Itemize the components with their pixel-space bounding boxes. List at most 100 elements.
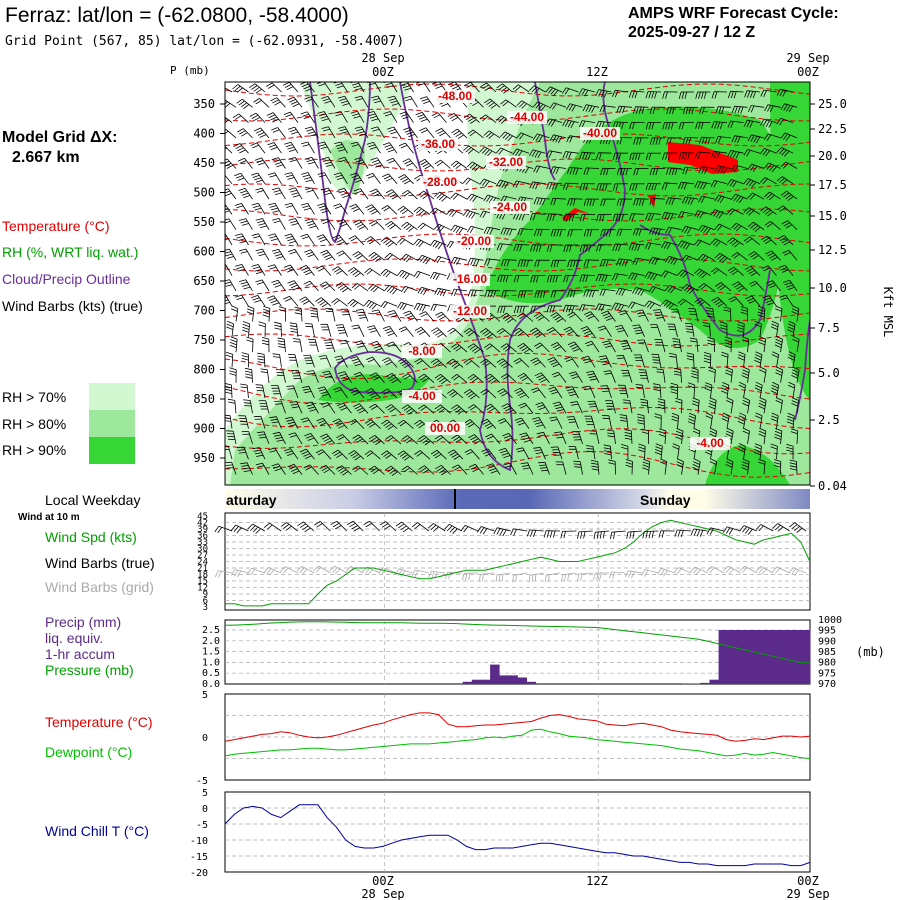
- cs-wind-barb-flag: [671, 198, 675, 205]
- grid-wind-barb-flag: [313, 565, 319, 572]
- cs-wind-barb-flag: [591, 106, 596, 113]
- cs-wind-barb: [635, 257, 649, 261]
- cs-wind-barb-flag: [300, 233, 308, 237]
- cs-wind-barb-flag: [387, 191, 395, 196]
- cs-wind-barb-flag: [534, 372, 542, 377]
- cs-wind-barb-flag: [642, 467, 650, 471]
- cs-wind-barb-flag: [240, 220, 248, 224]
- cs-wind-barb-flag: [239, 248, 247, 252]
- cs-wind-barb: [537, 133, 550, 139]
- cs-wind-barb-flag: [792, 335, 800, 340]
- grid-wind-barb-flag: [791, 568, 797, 575]
- cs-wind-barb-flag: [775, 428, 783, 432]
- cs-wind-barb-flag: [305, 282, 312, 287]
- cs-wind-barb: [354, 450, 365, 460]
- isotherm-line: [225, 158, 810, 172]
- cs-wind-barb-flag: [771, 412, 779, 417]
- cs-wind-barb-flag: [413, 303, 418, 310]
- cs-wind-barb-flag: [767, 105, 771, 112]
- cs-wind-barb: [490, 403, 501, 414]
- cs-wind-barb: [441, 465, 451, 475]
- cs-wind-barb: [305, 448, 315, 460]
- cs-wind-barb-flag: [725, 464, 733, 468]
- cs-wind-barb: [336, 298, 348, 307]
- cs-wind-barb-flag: [570, 373, 578, 377]
- cs-wind-barb: [771, 250, 781, 261]
- cs-wind-barb-flag: [218, 87, 223, 92]
- cs-wind-barb-flag: [738, 415, 746, 419]
- cs-wind-barb-flag: [782, 279, 790, 283]
- cs-wind-barb-flag: [353, 188, 361, 192]
- cs-wind-barb-flag: [665, 91, 668, 99]
- cs-wind-barb-flag: [352, 403, 360, 408]
- cs-wind-barb: [265, 400, 270, 414]
- cs-wind-barb-flag: [703, 352, 711, 355]
- cs-wind-barb-flag: [318, 420, 326, 424]
- cs-wind-barb-flag: [760, 177, 766, 183]
- cs-wind-barb-flag: [719, 196, 725, 203]
- cs-wind-barb: [486, 388, 497, 399]
- cs-wind-barb-flag: [663, 242, 669, 249]
- cs-wind-barb-flag: [285, 266, 293, 271]
- cs-wind-barb: [763, 308, 766, 322]
- cs-wind-barb-flag: [497, 388, 504, 393]
- cs-wind-barb-flag: [451, 211, 457, 218]
- cs-wind-barb-flag: [603, 168, 606, 176]
- cs-wind-barb-flag: [271, 279, 279, 283]
- cs-wind-barb: [452, 389, 464, 399]
- cs-wind-barb-flag: [504, 290, 507, 298]
- cs-wind-barb-flag: [334, 111, 342, 114]
- cs-wind-barb: [404, 357, 414, 368]
- cs-wind-barb: [406, 221, 418, 231]
- cs-wind-barb-flag: [398, 357, 405, 362]
- cs-wind-barb-flag: [453, 289, 458, 297]
- cs-wind-barb-flag: [615, 244, 619, 252]
- cs-wind-barb-flag: [599, 288, 603, 296]
- cs-wind-barb-flag: [635, 386, 644, 389]
- cs-wind-barb-flag: [402, 272, 408, 279]
- cs-wind-barb: [311, 323, 315, 337]
- cs-wind-barb-flag: [405, 408, 413, 413]
- cs-wind-barb: [321, 297, 332, 307]
- cs-wind-barb-flag: [719, 256, 726, 262]
- cs-wind-barb-flag: [600, 90, 605, 98]
- cs-wind-barb-flag: [513, 275, 517, 283]
- cs-wind-barb-flag: [225, 248, 230, 251]
- cs-wind-barb-flag: [517, 372, 525, 378]
- cs-wind-barb: [635, 287, 649, 292]
- cs-wind-barb-flag: [301, 172, 309, 175]
- cs-wind-barb-flag: [485, 463, 493, 467]
- cs-wind-barb-flag: [529, 181, 534, 189]
- cs-wind-barb-flag: [373, 312, 380, 315]
- cs-wind-barb: [763, 339, 767, 353]
- cs-wind-barb-flag: [538, 244, 542, 252]
- cs-wind-barb-flag: [532, 133, 538, 140]
- cs-wind-barb-flag: [383, 302, 388, 309]
- cs-wind-barb-flag: [304, 126, 312, 130]
- true-wind-barb-flag: [233, 526, 239, 533]
- cs-wind-barb-flag: [225, 266, 228, 268]
- cs-wind-barb: [767, 265, 777, 276]
- cs-wind-barb-flag: [759, 427, 766, 432]
- cs-wind-barb-flag: [333, 451, 341, 457]
- cs-wind-barb-flag: [688, 107, 692, 115]
- cs-wind-barb-flag: [619, 259, 623, 266]
- cs-wind-barb-flag: [287, 269, 294, 273]
- cs-wind-barb-flag: [682, 167, 686, 175]
- cs-wind-barb-flag: [598, 152, 602, 160]
- cs-wind-barb: [608, 340, 616, 353]
- cs-wind-barb: [345, 340, 352, 353]
- cs-wind-barb-flag: [625, 461, 633, 465]
- cs-wind-barb-flag: [584, 340, 592, 344]
- cs-wind-barb: [780, 339, 783, 353]
- cs-wind-barb-flag: [772, 351, 779, 355]
- cs-wind-barb-flag: [408, 317, 416, 321]
- wind-speed-label: Wind Spd (kts): [45, 529, 137, 545]
- cs-wind-barb: [598, 120, 612, 123]
- cs-wind-barb: [566, 87, 579, 93]
- cs-wind-barb: [371, 204, 381, 215]
- cs-wind-barb: [341, 282, 352, 292]
- cs-wind-barb: [702, 224, 715, 231]
- cs-wind-barb-flag: [663, 271, 669, 278]
- cs-wind-barb-flag: [305, 179, 313, 183]
